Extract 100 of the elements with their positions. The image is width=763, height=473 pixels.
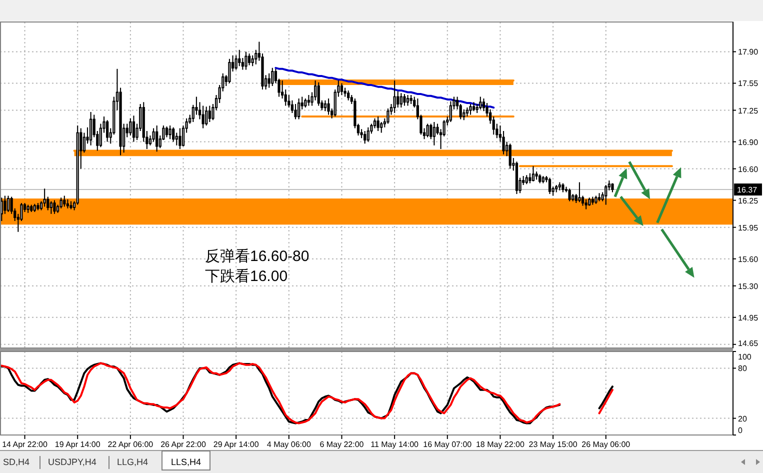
x-tick-label: 22 Apr 06:00 xyxy=(108,440,154,449)
candlestick xyxy=(340,82,344,96)
candlestick xyxy=(0,197,3,222)
candlestick xyxy=(43,188,46,208)
candlestick xyxy=(327,98,330,116)
candlestick xyxy=(132,115,136,142)
candlestick xyxy=(30,204,33,213)
y-tick-label: 14.95 xyxy=(738,313,759,322)
candlestick xyxy=(508,143,512,170)
candlestick xyxy=(588,197,591,206)
y-tick-label: 17.25 xyxy=(738,106,759,116)
candlestick xyxy=(89,112,92,146)
x-tick-label: 26 Apr 22:00 xyxy=(160,440,206,449)
candlestick xyxy=(548,177,552,195)
candlestick xyxy=(317,82,320,106)
text: LLS,H4 xyxy=(171,457,202,467)
candlestick xyxy=(165,126,168,138)
candlestick xyxy=(60,197,62,209)
candlestick xyxy=(568,188,571,202)
annotation: 反弹看16.60-80 xyxy=(205,248,310,265)
y-tick-label: 16.25 xyxy=(738,196,759,206)
x-tick-label: 14 Apr 22:00 xyxy=(2,440,48,449)
annotation: 下跌看16.00 xyxy=(205,268,288,285)
candlestick xyxy=(248,52,251,66)
candlestick xyxy=(525,174,528,185)
candlestick xyxy=(376,116,380,132)
x-tick-label: 29 Apr 14:00 xyxy=(213,440,260,449)
y-tick-label: 17.90 xyxy=(738,48,759,57)
candlestick xyxy=(469,103,472,116)
y-tick-label: 15.30 xyxy=(738,282,759,291)
candlestick xyxy=(307,94,310,106)
candlestick xyxy=(594,195,598,204)
candlestick xyxy=(604,184,608,206)
candlestick xyxy=(172,126,175,142)
candlestick xyxy=(449,100,452,122)
candlestick xyxy=(426,123,429,138)
candlestick xyxy=(386,108,390,124)
candlestick xyxy=(532,166,535,182)
y-tick-label: 17.55 xyxy=(738,79,759,88)
y-tick-label: 20 xyxy=(738,414,748,424)
candlestick xyxy=(297,98,300,120)
candlestick xyxy=(156,125,158,152)
candlestick xyxy=(403,94,406,106)
candlestick xyxy=(344,87,346,98)
x-tick-label: 6 May 22:00 xyxy=(320,440,364,449)
candlestick xyxy=(611,182,614,193)
candlestick xyxy=(50,200,52,214)
y-tick-label: 14.65 xyxy=(738,339,759,348)
candlestick xyxy=(479,96,482,110)
candlestick xyxy=(36,202,40,211)
candlestick xyxy=(244,51,248,70)
y-tick-label: 15.95 xyxy=(738,223,759,232)
x-tick-label: 11 May 14:00 xyxy=(370,440,420,449)
x-tick-label: 4 May 06:00 xyxy=(266,440,312,449)
candlestick xyxy=(538,174,542,184)
candlestick xyxy=(578,182,581,203)
candlestick xyxy=(598,192,601,202)
candlestick xyxy=(366,126,370,142)
candlestick xyxy=(238,49,241,67)
candlestick xyxy=(304,98,307,108)
candlestick xyxy=(53,200,56,214)
candlestick xyxy=(33,203,36,213)
candlestick xyxy=(63,195,66,208)
x-tick-label: 23 May 15:00 xyxy=(528,440,578,449)
y-tick-label: 100 xyxy=(738,352,752,362)
candlestick xyxy=(558,182,561,191)
candlestick xyxy=(347,90,350,101)
candlestick xyxy=(555,184,558,193)
candlestick xyxy=(393,80,396,114)
candlestick xyxy=(228,58,231,84)
candlestick xyxy=(466,107,469,118)
candlestick xyxy=(324,100,327,112)
candlestick xyxy=(591,196,594,206)
y-tick-label: 16.90 xyxy=(738,138,759,147)
x-tick-label: 18 May 22:00 xyxy=(476,440,526,449)
candlestick xyxy=(472,102,476,112)
candlestick xyxy=(168,125,172,140)
text: USDJPY,H4 xyxy=(48,457,96,467)
line-series xyxy=(274,66,495,109)
candlestick xyxy=(406,94,410,106)
x-tick-label: 16 May 07:00 xyxy=(423,440,472,449)
candlestick xyxy=(562,182,564,193)
y-tick-label: 15.60 xyxy=(738,254,759,264)
candlestick xyxy=(400,92,402,108)
candlestick xyxy=(271,67,274,86)
ref-line-label: 16.37 xyxy=(737,186,758,194)
candlestick xyxy=(208,105,211,122)
candlestick xyxy=(202,105,204,129)
candlestick xyxy=(26,204,30,214)
candlestick xyxy=(364,130,366,144)
candlestick xyxy=(70,200,72,210)
candlestick xyxy=(515,161,518,195)
y-tick-label: 16.60 xyxy=(738,164,759,174)
candlestick xyxy=(178,128,182,150)
x-tick-label: 19 Apr 14:00 xyxy=(54,440,101,449)
candlestick xyxy=(542,175,544,184)
candlestick xyxy=(6,195,10,213)
candlestick xyxy=(432,121,436,146)
candlestick xyxy=(584,198,588,210)
text: LLG,H4 xyxy=(117,457,148,467)
